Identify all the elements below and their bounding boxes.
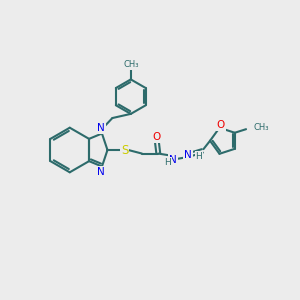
Text: O: O: [153, 132, 161, 142]
Text: N: N: [98, 124, 105, 134]
Text: H: H: [195, 152, 202, 161]
Text: N: N: [184, 150, 192, 160]
Text: O: O: [217, 120, 225, 130]
Text: CH₃: CH₃: [254, 124, 269, 133]
Text: S: S: [121, 143, 128, 157]
Text: N: N: [169, 155, 177, 165]
Text: CH₃: CH₃: [123, 60, 139, 69]
Text: N: N: [98, 167, 105, 176]
Text: H: H: [164, 158, 171, 167]
